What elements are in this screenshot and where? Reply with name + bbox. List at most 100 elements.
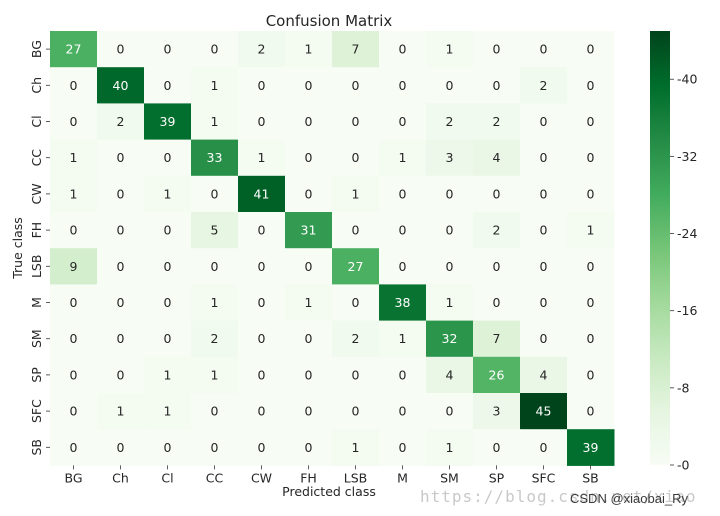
- heatmap-cell: [144, 31, 192, 68]
- cell-value-label: 45: [536, 404, 552, 419]
- x-tick-label: M: [397, 470, 408, 485]
- cell-value-label: 0: [164, 42, 172, 57]
- heatmap-cell: [473, 284, 521, 322]
- heatmap-cell: [473, 248, 521, 285]
- heatmap-cell: [473, 429, 521, 466]
- cell-value-label: 0: [211, 186, 219, 201]
- heatmap-cell: [50, 67, 98, 104]
- heatmap-cell: [473, 31, 521, 68]
- cell-value-label: 0: [446, 259, 454, 274]
- cell-value-label: 0: [352, 78, 360, 93]
- heatmap-cell: [97, 393, 145, 430]
- cell-value-label: 0: [305, 259, 313, 274]
- heatmap-cell: [473, 212, 521, 249]
- heatmap-cell: [285, 67, 333, 104]
- cell-value-label: 0: [164, 331, 172, 346]
- heatmap-cell: [97, 429, 145, 466]
- x-tick-label: BG: [64, 470, 82, 485]
- heatmap-cell: [285, 393, 333, 430]
- cell-value-label: 0: [70, 440, 78, 455]
- cell-value-label: 0: [352, 295, 360, 310]
- heatmap-cell: [50, 356, 98, 394]
- heatmap-cell: [285, 139, 333, 177]
- heatmap-cell: [379, 356, 427, 394]
- heatmap-cell: [238, 356, 286, 394]
- cell-value-label: 39: [583, 440, 599, 455]
- x-tick-label: SP: [489, 470, 505, 485]
- cell-value-label: 0: [540, 259, 548, 274]
- cell-value-label: 41: [254, 186, 270, 201]
- cell-value-label: 1: [446, 440, 454, 455]
- cell-value-label: 0: [540, 42, 548, 57]
- x-axis-label: Predicted class: [282, 484, 376, 499]
- cell-value-label: 0: [352, 223, 360, 238]
- colorbar-tick-label: -0: [677, 458, 690, 473]
- heatmap-cell: [332, 320, 380, 358]
- heatmap-cell: [332, 139, 380, 177]
- heatmap-cell: [50, 139, 98, 177]
- cell-value-label: 1: [164, 404, 172, 419]
- cell-value-label: 0: [211, 404, 219, 419]
- cell-value-label: 0: [399, 42, 407, 57]
- x-tick-label: Cl: [161, 470, 173, 485]
- cell-value-label: 3: [493, 404, 501, 419]
- cell-value-label: 1: [117, 404, 125, 419]
- cell-value-label: 1: [164, 186, 172, 201]
- cell-value-label: 38: [395, 295, 411, 310]
- cell-value-label: 0: [70, 78, 78, 93]
- heatmap-cell: [426, 67, 474, 104]
- heatmap-cell: [567, 356, 615, 394]
- cell-value-label: 1: [211, 367, 219, 382]
- cell-value-label: 0: [258, 259, 266, 274]
- y-tick-label: BG: [29, 40, 44, 58]
- cell-value-label: 0: [446, 223, 454, 238]
- cell-value-label: 0: [117, 150, 125, 165]
- colorbar-tick-label: -24: [677, 226, 697, 241]
- heatmap-cell: [144, 320, 192, 358]
- cell-value-label: 0: [70, 367, 78, 382]
- cell-value-label: 7: [493, 331, 501, 346]
- cell-value-label: 1: [305, 295, 313, 310]
- heatmap-cell: [567, 320, 615, 358]
- heatmap-cell: [50, 103, 98, 141]
- heatmap-cell: [97, 175, 145, 213]
- colorbar-tick-label: -40: [677, 72, 697, 87]
- heatmap-cell: [97, 284, 145, 322]
- cell-value-label: 0: [117, 186, 125, 201]
- cell-value-label: 0: [540, 150, 548, 165]
- heatmap-cell: [473, 393, 521, 430]
- heatmap-cell: [426, 103, 474, 141]
- heatmap-cell: [144, 212, 192, 249]
- heatmap-cell: [144, 429, 192, 466]
- cell-value-label: 9: [70, 259, 78, 274]
- heatmap-cell: [520, 356, 568, 394]
- heatmap-cell: [285, 284, 333, 322]
- cell-value-label: 1: [164, 367, 172, 382]
- heatmap-cell: [332, 284, 380, 322]
- cell-value-label: 0: [305, 78, 313, 93]
- cell-value-label: 2: [117, 114, 125, 129]
- heatmap-cell: [97, 31, 145, 68]
- cell-value-label: 0: [164, 223, 172, 238]
- cell-value-label: 0: [587, 150, 595, 165]
- heatmap-cell: [473, 139, 521, 177]
- heatmap-cell: [426, 393, 474, 430]
- y-tick-labels: BG Ch Cl CC CW FH LSB M SM SP SFC SB: [29, 40, 50, 456]
- cell-value-label: 0: [587, 404, 595, 419]
- cell-value-label: 0: [493, 186, 501, 201]
- heatmap-cell: [238, 284, 286, 322]
- heatmap-cell: [379, 175, 427, 213]
- cell-value-label: 0: [258, 114, 266, 129]
- heatmap-cell: [379, 393, 427, 430]
- colorbar: [650, 31, 670, 465]
- cell-value-label: 0: [164, 150, 172, 165]
- cell-value-label: 33: [207, 150, 223, 165]
- heatmap-cell: [50, 320, 98, 358]
- cell-value-label: 32: [442, 331, 458, 346]
- cell-value-label: 0: [117, 367, 125, 382]
- heatmap-cell: [426, 31, 474, 68]
- cell-value-label: 0: [540, 295, 548, 310]
- colorbar-tick-label: -32: [677, 149, 697, 164]
- heatmap-cell: [332, 103, 380, 141]
- heatmap-cell: [238, 103, 286, 141]
